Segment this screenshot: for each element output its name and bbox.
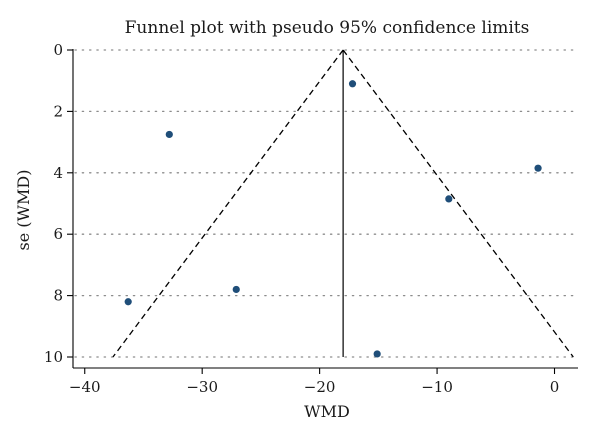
y-tick-label: 6: [53, 225, 63, 243]
ci-lower-line: [112, 49, 344, 358]
x-tick-label: −20: [304, 378, 336, 396]
y-tick-label: 4: [53, 164, 63, 182]
data-point: [445, 195, 453, 203]
x-axis-label: WMD: [304, 402, 350, 421]
x-tick-label: 0: [550, 378, 560, 396]
y-tick-label: 0: [53, 41, 63, 59]
ci-upper-line: [342, 49, 574, 358]
x-tick-label: −40: [69, 378, 101, 396]
funnel-lines: [112, 49, 574, 358]
data-point: [165, 130, 173, 139]
data-point: [232, 285, 240, 294]
axes: [67, 49, 578, 374]
y-tick-label: 10: [44, 348, 63, 366]
y-tick-label: 8: [53, 287, 63, 305]
data-point: [348, 80, 357, 88]
data-points: [124, 80, 542, 358]
data-point: [373, 350, 381, 358]
y-tick-label: 2: [53, 102, 63, 120]
tick-labels: 0 2 4 6 8 10 −40 −30 −20 −10 0: [44, 41, 559, 396]
gridlines: [74, 49, 579, 358]
x-tick-label: −30: [186, 378, 218, 396]
chart-title: Funnel plot with pseudo 95% confidence l…: [125, 18, 530, 38]
data-point: [124, 298, 132, 306]
data-point: [534, 164, 542, 172]
x-tick-label: −10: [421, 378, 453, 396]
y-axis-label: se (WMD): [14, 170, 33, 251]
